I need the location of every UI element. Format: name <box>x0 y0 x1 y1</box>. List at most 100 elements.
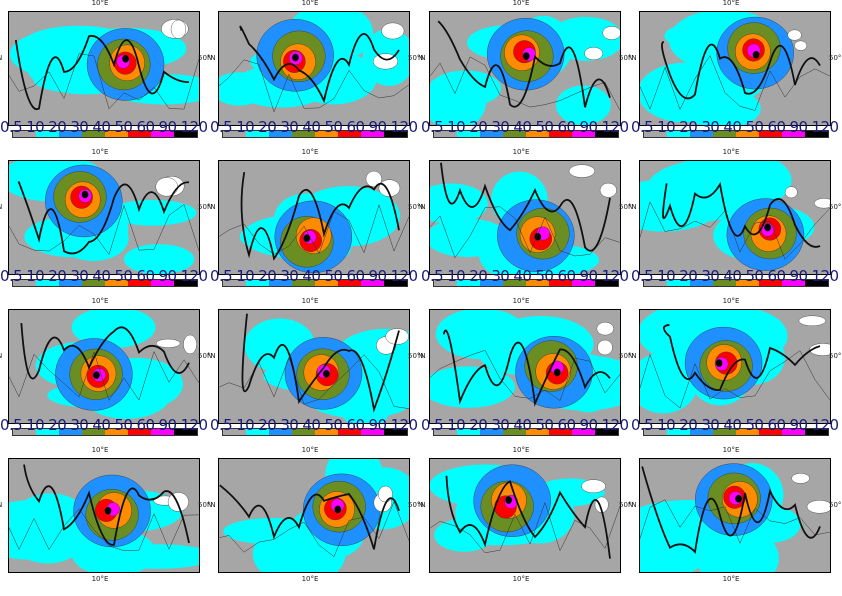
colorbar-swatch <box>526 429 549 435</box>
colorbar-swatch <box>759 131 782 137</box>
precip-cyan-area <box>108 199 197 226</box>
colorbar-tick-labels: 0.5 10 20 30 40 50 60 90 120 <box>421 118 629 136</box>
country-border <box>219 204 409 255</box>
colorbar-swatch <box>480 429 503 435</box>
front-line <box>437 20 611 108</box>
no-data-patch <box>602 26 620 40</box>
colorbar-swatch <box>315 280 338 286</box>
colorbar-swatch <box>805 280 828 286</box>
colorbar-swatch <box>759 280 782 286</box>
colorbar-swatch <box>128 429 151 435</box>
map-canvas <box>219 459 409 572</box>
precip-contour <box>303 234 311 243</box>
longitude-label-top: 10°E <box>301 297 319 305</box>
precipitation-map <box>429 160 621 275</box>
map-canvas <box>430 464 620 559</box>
precipitation-map <box>639 11 831 126</box>
precip-contour <box>553 368 561 377</box>
no-data-patch <box>794 40 807 51</box>
colorbar-swatch <box>595 429 618 435</box>
colorbar-swatch <box>82 131 105 137</box>
front-line <box>239 25 400 104</box>
longitude-label-top: 10°E <box>301 0 319 7</box>
precip-contour <box>92 371 100 380</box>
no-data-patch <box>584 47 604 61</box>
precipitation-map <box>639 458 831 573</box>
longitude-label-top: 10°E <box>512 446 530 454</box>
map-canvas <box>219 313 409 423</box>
colorbar-swatch <box>105 280 128 286</box>
latitude-label-left: N <box>418 352 424 360</box>
country-border <box>9 204 199 255</box>
colorbar-swatch <box>526 280 549 286</box>
colorbar-swatch <box>174 280 197 286</box>
colorbar-swatch <box>572 429 595 435</box>
colorbar-swatch <box>338 131 361 137</box>
colorbar <box>222 130 408 138</box>
longitude-label-top: 10°E <box>91 297 109 305</box>
latitude-label-left: N <box>207 203 213 211</box>
precip-contour <box>505 496 513 505</box>
colorbar-swatch <box>223 280 246 286</box>
precipitation-map <box>429 11 621 126</box>
colorbar <box>643 428 829 436</box>
latitude-label-right: 50°N <box>829 501 842 509</box>
latitude-label-left: N <box>628 54 634 62</box>
longitude-label-top: 10°E <box>91 148 109 156</box>
colorbar-swatch <box>105 429 128 435</box>
precip-contour <box>334 505 342 514</box>
country-border <box>9 350 199 401</box>
latitude-label-left: N <box>628 203 634 211</box>
country-border <box>430 56 620 111</box>
precipitation-map <box>429 458 621 573</box>
colorbar-swatch <box>690 429 713 435</box>
colorbar-tick-labels: 0.5 10 20 30 40 50 60 90 120 <box>631 118 839 136</box>
map-canvas <box>640 463 830 572</box>
colorbar-swatch <box>315 131 338 137</box>
precipitation-map <box>218 11 410 126</box>
longitude-label-top: 10°E <box>512 297 530 305</box>
colorbar-swatch <box>36 131 59 137</box>
colorbar-swatch <box>434 131 457 137</box>
no-data-patch <box>568 164 595 178</box>
colorbar-swatch <box>434 429 457 435</box>
no-data-patch <box>183 334 197 355</box>
colorbar-swatch <box>713 131 736 137</box>
latitude-label-right: 50°N <box>619 352 637 360</box>
colorbar-swatch <box>384 280 407 286</box>
front-line <box>641 466 821 554</box>
latitude-label-right: 50°N <box>829 54 842 62</box>
colorbar-swatch <box>128 280 151 286</box>
precipitation-map <box>8 11 200 126</box>
front-line <box>23 464 190 546</box>
colorbar-swatch <box>736 280 759 286</box>
colorbar-swatch <box>526 131 549 137</box>
colorbar-swatch <box>503 131 526 137</box>
longitude-label-top: 10°E <box>512 0 530 7</box>
precip-cyan-area <box>219 72 268 106</box>
no-data-patch <box>581 479 606 494</box>
precipitation-map <box>218 160 410 275</box>
colorbar-tick-labels: 0.5 10 20 30 40 50 60 90 120 <box>210 416 418 434</box>
colorbar-swatch <box>736 429 759 435</box>
precip-contour <box>752 50 760 59</box>
colorbar-swatch <box>644 280 667 286</box>
precip-contour <box>291 53 299 62</box>
precip-cyan-area <box>430 183 488 224</box>
precip-contour <box>522 52 530 61</box>
colorbar <box>12 428 198 436</box>
front-line <box>442 329 611 407</box>
no-data-patch <box>787 29 802 41</box>
precipitation-map <box>8 160 200 275</box>
colorbar <box>12 279 198 287</box>
no-data-patch <box>365 170 382 188</box>
precip-contour <box>104 506 112 515</box>
colorbar-swatch <box>572 131 595 137</box>
front-line <box>661 40 821 100</box>
colorbar-swatch <box>151 429 174 435</box>
colorbar-swatch <box>338 280 361 286</box>
